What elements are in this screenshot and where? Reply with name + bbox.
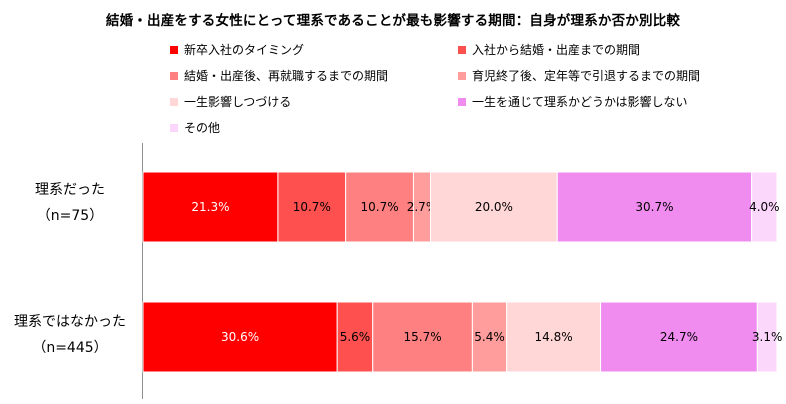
data-label: 4.0% <box>749 200 780 214</box>
legend-label: 新卒入社のタイミング <box>184 43 305 57</box>
data-label: 3.1% <box>752 330 783 344</box>
legend-item: その他 <box>170 120 220 136</box>
legend-swatch <box>170 97 178 106</box>
legend-swatch <box>458 45 466 54</box>
legend-swatch <box>458 71 466 80</box>
legend: 新卒入社のタイミング 入社から結婚・出産までの期間 結婚・出産後、再就職するまで… <box>170 42 770 142</box>
bar-segment <box>142 301 338 373</box>
bar-segment <box>556 171 753 243</box>
data-label: 15.7% <box>403 330 441 344</box>
bar-segment <box>372 301 473 373</box>
data-label: 30.6% <box>221 330 259 344</box>
chart-title: 結婚・出産をする女性にとって理系であることが最も影響する期間：自身が理系か否か別… <box>105 13 681 29</box>
legend-item: 一生影響しつづける <box>170 94 291 110</box>
legend-label: 結婚・出産後、再就職するまでの期間 <box>184 69 389 83</box>
legend-swatch <box>170 71 178 80</box>
data-label: 20.0% <box>475 200 513 214</box>
legend-item: 育児終了後、定年等で引退するまでの期間 <box>458 68 700 84</box>
row-label-n: （n=445） <box>32 340 108 356</box>
row-label-n: （n=75） <box>36 208 104 224</box>
bar-segment <box>336 301 374 373</box>
legend-item: 結婚・出産後、再就職するまでの期間 <box>170 68 388 84</box>
data-label: 30.7% <box>635 200 673 214</box>
row-label: 理系ではなかった （n=445） <box>0 312 140 358</box>
row-label-name: 理系ではなかった <box>14 314 126 330</box>
legend-swatch <box>170 123 178 132</box>
legend-item: 入社から結婚・出産までの期間 <box>458 42 640 58</box>
legend-item: 一生を通じて理系かどうかは影響しない <box>458 94 688 110</box>
legend-label: 一生を通じて理系かどうかは影響しない <box>472 95 688 109</box>
bar-segment <box>471 301 508 373</box>
data-label: 24.7% <box>660 330 698 344</box>
bar-segment <box>751 171 778 243</box>
legend-label: 一生影響しつづける <box>184 95 292 109</box>
legend-swatch <box>458 97 466 106</box>
data-label: 2.7% <box>407 200 438 214</box>
data-label: 5.6% <box>340 330 371 344</box>
category-axis-line <box>142 143 143 399</box>
bar-segment <box>430 171 558 243</box>
data-label: 14.8% <box>535 330 573 344</box>
bar-segment <box>600 301 758 373</box>
data-label: 10.7% <box>293 200 331 214</box>
legend-label: 入社から結婚・出産までの期間 <box>472 43 641 57</box>
bar-segment <box>142 171 279 243</box>
bar-segment <box>506 301 602 373</box>
data-label: 21.3% <box>191 200 229 214</box>
legend-label: その他 <box>184 121 221 135</box>
bar-segment <box>756 301 778 373</box>
data-label: 10.7% <box>360 200 398 214</box>
row-label-name: 理系だった <box>35 182 105 198</box>
legend-swatch <box>170 45 178 54</box>
legend-label: 育児終了後、定年等で引退するまでの期間 <box>472 69 701 83</box>
legend-item: 新卒入社のタイミング <box>170 42 304 58</box>
row-label: 理系だった （n=75） <box>0 180 140 226</box>
data-label: 5.4% <box>474 330 505 344</box>
